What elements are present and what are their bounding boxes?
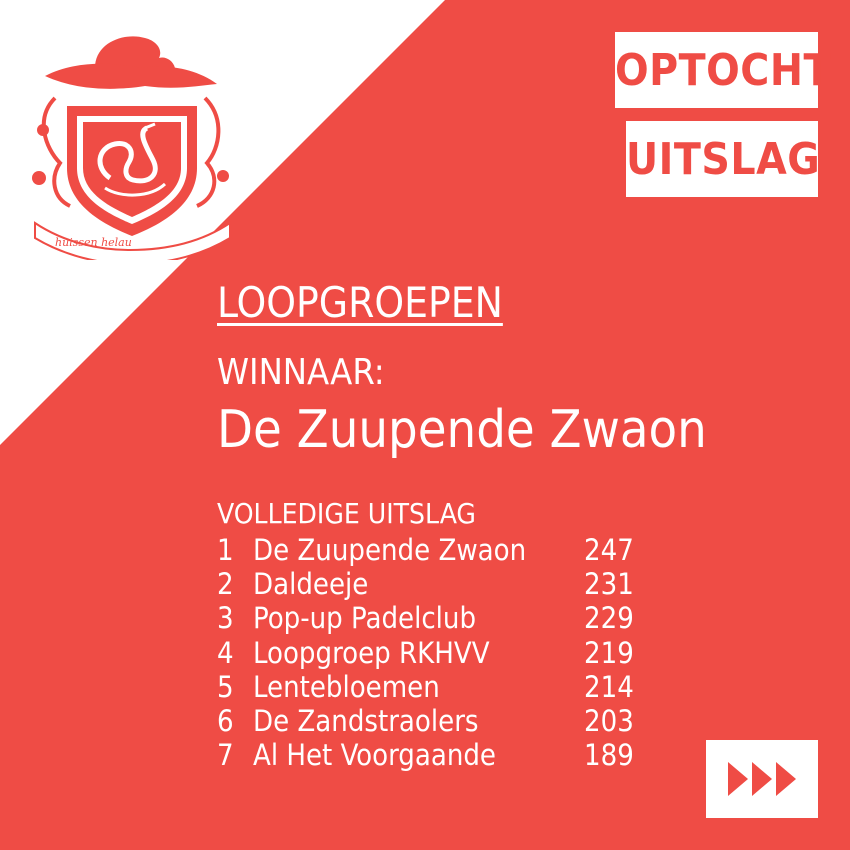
rank: 3 [217, 601, 234, 636]
results-list: 1 De Zuupende Zwaon 247 2 Daldeeje 231 3… [217, 533, 637, 772]
list-item: 6 De Zandstraolers 203 [217, 704, 637, 738]
group-name: Loopgroep RKHVV [253, 635, 490, 670]
rank: 1 [217, 533, 234, 567]
score: 231 [584, 567, 634, 602]
list-item: 3 Pop-up Padelclub 229 [217, 601, 637, 635]
score: 247 [584, 533, 634, 567]
group-name: De Zuupende Zwaon [253, 533, 527, 567]
group-name: Al Het Voorgaande [253, 738, 496, 773]
score: 203 [584, 703, 634, 738]
coat-of-arms-logo: huissen helau [32, 36, 231, 260]
list-item: 2 Daldeeje 231 [217, 567, 637, 601]
winner-label: WINNAAR: [217, 352, 385, 393]
rank: 5 [217, 669, 234, 704]
group-name: De Zandstraolers [253, 703, 479, 738]
list-item: 1 De Zuupende Zwaon 247 [217, 533, 637, 567]
rank: 4 [217, 635, 234, 670]
list-item: 4 Loopgroep RKHVV 219 [217, 636, 637, 670]
score: 214 [584, 669, 634, 704]
list-item: 5 Lentebloemen 214 [217, 670, 637, 704]
score: 189 [584, 738, 634, 773]
rank: 6 [217, 703, 234, 738]
rank: 7 [217, 738, 234, 773]
group-name: Daldeeje [253, 567, 369, 602]
logo-motto: huissen helau [55, 236, 132, 249]
score: 219 [584, 635, 634, 670]
tag-uitslag: UITSLAG [626, 121, 820, 197]
score: 229 [584, 601, 634, 636]
full-results-label: VOLLEDIGE UITSLAG [217, 497, 476, 530]
triple-chevron-right-icon [728, 762, 796, 796]
rank: 2 [217, 567, 234, 602]
winner-name: De Zuupende Zwaon [217, 400, 707, 460]
list-item: 7 Al Het Voorgaande 189 [217, 738, 637, 772]
tag-optocht: OPTOCHT [615, 32, 830, 108]
category-heading: LOOPGROEPEN [217, 278, 503, 327]
group-name: Lentebloemen [253, 669, 440, 704]
group-name: Pop-up Padelclub [253, 601, 477, 636]
next-slide-button[interactable] [706, 740, 818, 818]
